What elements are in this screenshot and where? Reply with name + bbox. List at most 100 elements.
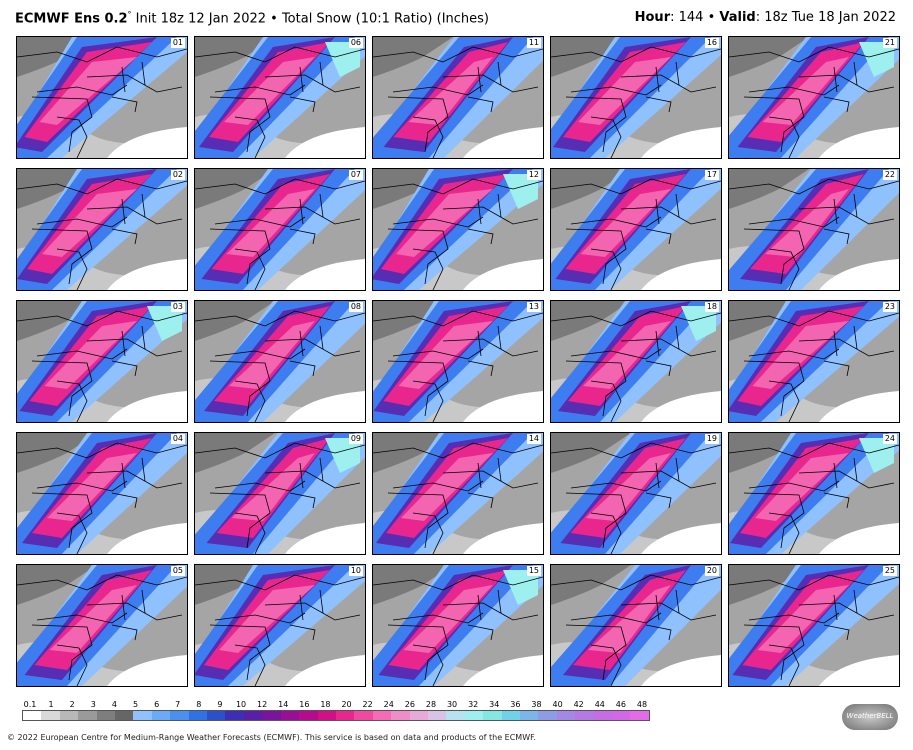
copyright-notice: © 2022 European Centre for Medium-Range … (7, 733, 536, 742)
member-number: 10 (348, 566, 363, 576)
legend-swatch (115, 711, 134, 720)
ensemble-member-panel: 22 (728, 168, 900, 291)
snowfall-map (729, 169, 899, 290)
member-number: 25 (882, 566, 897, 576)
legend-tick-label: 44 (594, 700, 605, 709)
snowfall-map (195, 301, 365, 422)
snowfall-map (729, 301, 899, 422)
legend-swatch (133, 711, 152, 720)
legend-swatch (317, 711, 336, 720)
member-number: 02 (170, 170, 185, 180)
legend-tick-label: 48 (636, 700, 648, 709)
snowfall-map (551, 37, 721, 158)
legend-swatch (23, 711, 42, 720)
snowfall-map (195, 37, 365, 158)
member-number: 16 (704, 38, 719, 48)
legend-tick-label: 14 (278, 700, 289, 709)
legend-tick-label: 12 (257, 700, 268, 709)
member-number: 12 (526, 170, 541, 180)
degree-symbol: ° (127, 10, 132, 19)
legend-tick-label: 6 (154, 700, 160, 709)
legend-tick-label: 20 (341, 700, 352, 709)
valid-label: Valid (719, 10, 756, 25)
member-number: 04 (170, 434, 185, 444)
legend-swatch (575, 711, 594, 720)
ensemble-member-panel: 21 (728, 36, 900, 159)
snowfall-map (17, 565, 187, 686)
ensemble-panel-grid: 01 06 11 16 21 02 07 12 17 22 03 08 13 18 23 04 09 14 19 24… (16, 36, 906, 696)
member-number: 13 (526, 302, 541, 312)
member-number: 21 (882, 38, 897, 48)
legend-swatch (41, 711, 60, 720)
legend-swatch (372, 711, 392, 720)
legend-swatch (538, 711, 557, 720)
legend-swatch (427, 711, 447, 720)
legend-swatch (262, 711, 281, 720)
snow-legend: 0.1 1 2 3 4 5 6 7 8 9 10 12 14 16 18 20 22 24 26 28 30 32 34 36… (22, 700, 650, 724)
legend-swatch (519, 711, 539, 720)
legend-swatch (483, 711, 502, 720)
member-number: 19 (704, 434, 719, 444)
legend-swatch (593, 711, 612, 720)
snowfall-map (17, 301, 187, 422)
legend-swatch (335, 711, 355, 720)
title-details: Init 18z 12 Jan 2022 • Total Snow (10:1 … (131, 11, 489, 27)
member-number: 22 (882, 170, 897, 180)
legend-tick-label: 9 (217, 700, 223, 709)
member-number: 06 (348, 38, 363, 48)
ensemble-member-panel: 04 (16, 432, 188, 555)
ensemble-member-panel: 14 (372, 432, 544, 555)
valid-value: : 18z Tue 18 Jan 2022 (755, 10, 896, 25)
legend-tick-label: 28 (425, 700, 437, 709)
legend-swatch (446, 711, 465, 720)
snowfall-map (373, 37, 543, 158)
legend-tick-label: 18 (320, 700, 331, 709)
snowfall-map (729, 37, 899, 158)
model-name: ECMWF Ens 0.2 (15, 11, 128, 27)
legend-tick-label: 10 (235, 700, 247, 709)
legend-swatch (188, 711, 208, 720)
member-number: 01 (170, 38, 185, 48)
legend-swatch (207, 711, 226, 720)
ensemble-member-panel: 01 (16, 36, 188, 159)
legend-tick-label: 16 (299, 700, 310, 709)
legend-tick-label: 22 (362, 700, 373, 709)
legend-swatch (391, 711, 410, 720)
snowfall-map (373, 433, 543, 554)
member-number: 20 (704, 566, 719, 576)
legend-tick-label: 42 (573, 700, 584, 709)
snowfall-map (195, 433, 365, 554)
legend-tick-label: 40 (552, 700, 563, 709)
header: ECMWF Ens 0.2° Init 18z 12 Jan 2022 • To… (0, 0, 913, 34)
legend-tick-label: 4 (111, 700, 117, 709)
ensemble-member-panel: 10 (194, 564, 366, 687)
legend-swatch (630, 711, 649, 720)
legend-swatch (243, 711, 263, 720)
member-number: 18 (704, 302, 719, 312)
snowfall-map (729, 433, 899, 554)
member-number: 23 (882, 302, 897, 312)
ensemble-member-panel: 07 (194, 168, 366, 291)
legend-color-bar (22, 710, 650, 721)
ensemble-member-panel: 23 (728, 300, 900, 423)
ensemble-member-panel: 16 (550, 36, 722, 159)
logo-text: WeatherBELL (846, 712, 894, 720)
legend-tick-label: 34 (489, 700, 500, 709)
legend-tick-label: 5 (132, 700, 139, 709)
snowfall-map (373, 169, 543, 290)
snowfall-map (551, 565, 721, 686)
snowfall-map (17, 433, 187, 554)
snowfall-map (729, 565, 899, 686)
legend-swatch (299, 711, 318, 720)
legend-tick-label: 2 (69, 700, 75, 709)
member-number: 07 (348, 170, 363, 180)
legend-swatch (280, 711, 300, 720)
map-title: ECMWF Ens 0.2° Init 18z 12 Jan 2022 • To… (15, 10, 489, 26)
legend-swatch (151, 711, 171, 720)
member-number: 24 (882, 434, 897, 444)
legend-tick-label: 36 (510, 700, 521, 709)
legend-tick-label: 38 (531, 700, 542, 709)
ensemble-member-panel: 12 (372, 168, 544, 291)
member-number: 03 (170, 302, 185, 312)
member-number: 15 (526, 566, 541, 576)
